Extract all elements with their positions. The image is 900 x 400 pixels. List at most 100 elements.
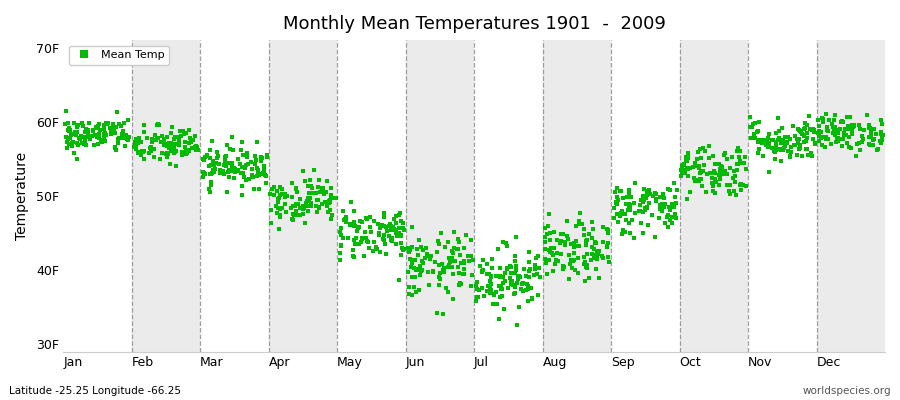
Point: [75, 119, 89, 126]
Point: [340, 235, 355, 241]
Point: [738, 154, 752, 160]
Point: [550, 250, 564, 256]
Point: [514, 286, 528, 292]
Point: [373, 224, 387, 231]
Point: [315, 188, 329, 195]
Point: [439, 284, 454, 291]
Point: [202, 155, 217, 162]
Point: [386, 224, 400, 231]
Point: [717, 168, 732, 174]
Point: [750, 129, 764, 135]
Point: [182, 127, 196, 134]
Point: [852, 139, 867, 146]
Point: [490, 301, 504, 307]
Point: [531, 291, 545, 298]
Point: [420, 251, 435, 257]
Point: [407, 264, 421, 271]
Point: [127, 143, 141, 150]
Point: [218, 153, 232, 160]
Point: [635, 193, 650, 199]
Point: [826, 117, 841, 124]
Point: [655, 191, 670, 197]
Point: [162, 139, 176, 146]
Point: [206, 161, 220, 168]
Point: [117, 120, 131, 126]
Point: [699, 189, 714, 196]
Point: [748, 120, 762, 126]
Point: [661, 212, 675, 218]
Point: [539, 271, 554, 278]
Point: [337, 208, 351, 215]
Point: [561, 236, 575, 242]
Point: [130, 142, 144, 149]
Point: [538, 234, 553, 241]
Point: [554, 238, 569, 244]
Point: [633, 202, 647, 209]
Point: [226, 147, 240, 153]
Y-axis label: Temperature: Temperature: [15, 152, 29, 240]
Point: [240, 161, 255, 167]
Point: [356, 253, 371, 259]
Point: [622, 202, 636, 208]
Point: [419, 244, 434, 251]
Point: [717, 150, 732, 156]
Point: [416, 247, 430, 254]
Point: [236, 169, 250, 176]
Point: [93, 127, 107, 134]
Point: [59, 144, 74, 151]
Point: [97, 135, 112, 141]
Point: [87, 132, 102, 138]
Point: [346, 223, 361, 230]
Bar: [269, 40, 338, 352]
Point: [634, 197, 649, 203]
Point: [397, 246, 411, 253]
Point: [352, 218, 366, 224]
Point: [579, 242, 593, 249]
Point: [844, 126, 859, 132]
Point: [260, 152, 274, 158]
Point: [229, 169, 243, 175]
Point: [456, 271, 471, 278]
Point: [164, 140, 178, 146]
Point: [187, 144, 202, 150]
Point: [634, 220, 648, 226]
Point: [511, 273, 526, 280]
Point: [645, 212, 660, 218]
Point: [452, 239, 466, 246]
Point: [720, 182, 734, 188]
Point: [152, 122, 166, 128]
Point: [601, 254, 616, 260]
Point: [60, 126, 75, 133]
Point: [231, 167, 246, 174]
Point: [108, 145, 122, 151]
Point: [74, 133, 88, 140]
Point: [736, 181, 751, 188]
Point: [323, 185, 338, 192]
Point: [82, 134, 96, 140]
Point: [841, 123, 855, 130]
Point: [861, 134, 876, 140]
Point: [662, 224, 676, 230]
Point: [846, 123, 860, 130]
Point: [433, 276, 447, 282]
Point: [676, 162, 690, 168]
Point: [200, 152, 214, 158]
Point: [470, 286, 484, 292]
Point: [861, 123, 876, 130]
Point: [866, 142, 880, 148]
Point: [702, 154, 716, 161]
Point: [760, 139, 774, 146]
Point: [272, 194, 286, 201]
Point: [176, 131, 191, 138]
Point: [714, 176, 728, 182]
Point: [140, 135, 155, 141]
Point: [739, 165, 753, 172]
Point: [378, 241, 392, 248]
Point: [337, 216, 351, 223]
Point: [475, 268, 490, 275]
Point: [811, 117, 825, 124]
Point: [732, 154, 746, 160]
Point: [150, 134, 165, 141]
Point: [610, 211, 625, 217]
Point: [522, 274, 536, 280]
